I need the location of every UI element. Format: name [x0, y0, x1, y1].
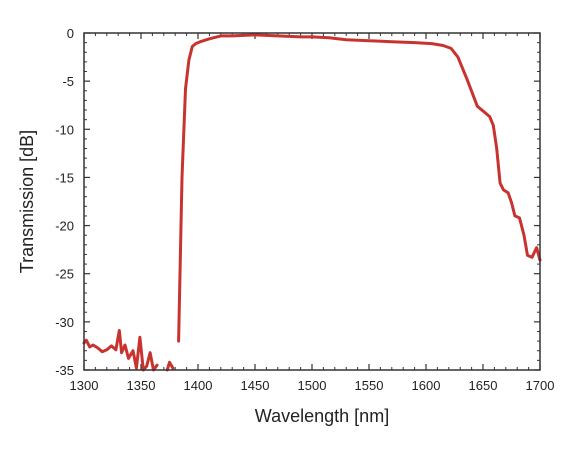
y-tick-label: -15 — [55, 170, 74, 185]
x-tick-label: 1400 — [184, 378, 213, 393]
y-tick-label: -10 — [55, 122, 74, 137]
x-tick-label: 1650 — [469, 378, 498, 393]
series-layer — [82, 33, 542, 372]
x-tick-label: 1500 — [298, 378, 327, 393]
transmission-series-line — [165, 360, 175, 372]
x-tick-label: 1700 — [526, 378, 555, 393]
ticks-layer: 1300 1350 1400 1450 1500 1550 1600 1650 1700 0 -5 -… — [55, 26, 554, 393]
y-tick-label: -5 — [62, 74, 74, 89]
y-tick-label: -35 — [55, 363, 74, 378]
x-axis-title: Wavelength [nm] — [255, 406, 389, 426]
plot-frame — [83, 32, 541, 371]
x-tick-label: 1300 — [70, 378, 99, 393]
x-tick-label: 1450 — [241, 378, 270, 393]
y-tick-label: 0 — [67, 26, 74, 41]
y-tick-label: -20 — [55, 219, 74, 234]
transmission-series-line — [82, 329, 159, 372]
transmission-series-line — [177, 33, 542, 343]
x-tick-label: 1600 — [412, 378, 441, 393]
y-tick-label: -30 — [55, 315, 74, 330]
y-axis-title: Transmission [dB] — [17, 130, 37, 273]
y-tick-label: -25 — [55, 267, 74, 282]
x-tick-label: 1350 — [127, 378, 156, 393]
x-tick-label: 1550 — [355, 378, 384, 393]
